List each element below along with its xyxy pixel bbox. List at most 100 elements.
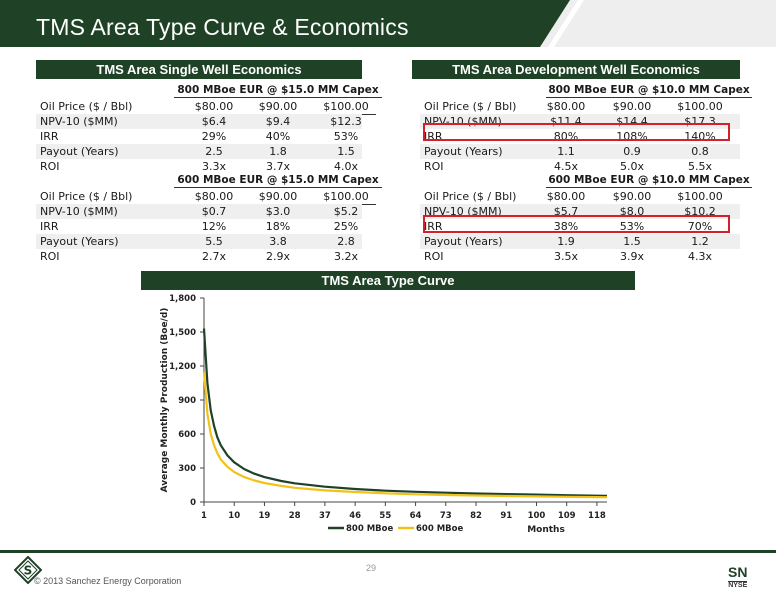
series-line-600-mboe xyxy=(202,371,608,499)
row-label: IRR xyxy=(424,220,443,233)
x-axis-label: Months xyxy=(527,525,565,535)
row-value: 18% xyxy=(265,220,291,233)
row-value: 40% xyxy=(265,130,291,143)
table-row: Oil Price ($ / Bbl) $80.00 $90.00 $100.00 xyxy=(36,99,376,115)
x-tick-label: 1 xyxy=(201,511,207,521)
row-value: 2.7x xyxy=(201,250,226,263)
row-value: 1.5 xyxy=(337,145,355,158)
row-label: Payout (Years) xyxy=(40,145,119,158)
row-value: 0.9 xyxy=(623,145,641,158)
single-well-panel-title: TMS Area Single Well Economics xyxy=(36,60,362,79)
row-value: 12% xyxy=(201,220,227,233)
table-row: Payout (Years) 1.1 0.9 0.8 xyxy=(420,144,740,159)
row-value: 4.5x xyxy=(553,160,578,173)
row-value: $5.7 xyxy=(553,205,579,218)
row-label: Payout (Years) xyxy=(424,235,503,248)
row-value: 4.3x xyxy=(687,250,712,263)
table-caption: 800 MBoe EUR @ $10.0 MM Capex xyxy=(546,84,752,98)
x-tick-label: 37 xyxy=(319,511,331,521)
economics-table: 800 MBoe EUR @ $15.0 MM Capex Oil Price (… xyxy=(36,84,382,174)
table-row: NPV-10 ($MM) $0.7 $3.0 $5.2 xyxy=(36,204,362,219)
row-value: 3.7x xyxy=(265,160,290,173)
row-value: 29% xyxy=(201,130,227,143)
x-tick-label: 46 xyxy=(349,511,361,521)
row-label: Oil Price ($ / Bbl) xyxy=(40,190,133,203)
row-value: $10.2 xyxy=(684,205,716,218)
page-title: TMS Area Type Curve & Economics xyxy=(36,14,409,40)
row-label: Oil Price ($ / Bbl) xyxy=(424,190,517,203)
row-label: Oil Price ($ / Bbl) xyxy=(424,100,517,113)
table-caption: 800 MBoe EUR @ $15.0 MM Capex xyxy=(174,84,382,98)
x-tick-label: 82 xyxy=(470,511,482,521)
table-row: IRR 38% 53% 70% xyxy=(420,219,740,234)
table-row: IRR 12% 18% 25% xyxy=(36,219,362,234)
irr-highlight-box-600 xyxy=(423,215,730,233)
x-tick-label: 73 xyxy=(440,511,452,521)
table-row: Oil Price ($ / Bbl) $80.00 $90.00 $100.00 xyxy=(36,189,376,205)
row-value: 5.5x xyxy=(687,160,712,173)
y-tick-label: 0 xyxy=(190,498,196,508)
row-value: $12.3 xyxy=(330,115,362,128)
row-label: NPV-10 ($MM) xyxy=(40,205,118,218)
legend-label: 600 MBoe xyxy=(416,524,463,534)
x-tick-label: 100 xyxy=(528,511,546,521)
row-value: $5.2 xyxy=(333,205,359,218)
table-caption: 600 MBoe EUR @ $10.0 MM Capex xyxy=(546,174,752,188)
economics-table: 600 MBoe EUR @ $10.0 MM Capex Oil Price (… xyxy=(420,174,752,264)
page-number: 29 xyxy=(366,563,377,573)
row-value: 1.5 xyxy=(623,235,641,248)
table-row: Payout (Years) 2.5 1.8 1.5 xyxy=(36,144,362,159)
series-line-800-mboe xyxy=(202,328,608,497)
y-tick-label: 1,500 xyxy=(169,328,196,338)
row-label: ROI xyxy=(424,160,444,173)
table-row: Payout (Years) 1.9 1.5 1.2 xyxy=(420,234,740,249)
ticker-logo: SN NYSE xyxy=(728,564,748,589)
copyright-text: © 2013 Sanchez Energy Corporation xyxy=(34,576,182,586)
row-label: ROI xyxy=(424,250,444,263)
row-value: 5.0x xyxy=(619,160,644,173)
y-tick-label: 1,800 xyxy=(169,294,196,304)
table-row: ROI 3.3x 3.7x 4.0x xyxy=(36,159,362,174)
x-tick-label: 55 xyxy=(379,511,391,521)
row-value: 3.9x xyxy=(619,250,644,263)
y-tick-label: 300 xyxy=(178,464,196,474)
economics-table: 600 MBoe EUR @ $15.0 MM Capex Oil Price (… xyxy=(36,174,382,264)
x-tick-label: 91 xyxy=(500,511,512,521)
row-value: 3.8 xyxy=(269,235,287,248)
x-tick-label: 118 xyxy=(588,511,606,521)
row-value: 25% xyxy=(333,220,359,233)
row-label: Payout (Years) xyxy=(424,145,503,158)
row-value: 1.2 xyxy=(691,235,709,248)
ticker-symbol: SN xyxy=(728,564,748,580)
x-tick-label: 10 xyxy=(228,511,240,521)
exchange-label: NYSE xyxy=(728,581,748,589)
y-tick-label: 1,200 xyxy=(169,362,196,372)
row-value: 2.5 xyxy=(205,145,223,158)
row-value: 53% xyxy=(333,130,359,143)
row-value: $9.4 xyxy=(265,115,291,128)
table-row: IRR 29% 40% 53% xyxy=(36,129,362,144)
row-label: ROI xyxy=(40,160,60,173)
logo-letter: S xyxy=(24,564,33,578)
row-value: 70% xyxy=(687,220,713,233)
row-label: ROI xyxy=(40,250,60,263)
sanchez-logo-icon: S xyxy=(14,556,42,584)
row-value: $6.4 xyxy=(201,115,227,128)
row-value: $8.0 xyxy=(619,205,645,218)
legend-label: 800 MBoe xyxy=(346,524,393,534)
row-value: 2.8 xyxy=(337,235,355,248)
x-tick-label: 64 xyxy=(410,511,422,521)
row-value: 2.9x xyxy=(265,250,290,263)
row-value: 1.8 xyxy=(269,145,287,158)
x-tick-label: 109 xyxy=(558,511,576,521)
type-curve-chart: 0 300 600 900 1,200 1,500 1,800 1 10 19 28 37 46 55 64… xyxy=(160,294,608,535)
y-tick-label: 600 xyxy=(178,430,196,440)
row-value: 53% xyxy=(619,220,645,233)
table-row: ROI 4.5x 5.0x 5.5x xyxy=(420,159,740,174)
row-label: NPV-10 ($MM) xyxy=(424,205,502,218)
header-stripe-decoration xyxy=(540,0,776,47)
table-row: ROI 3.5x 3.9x 4.3x xyxy=(420,249,740,264)
development-well-panel-title: TMS Area Development Well Economics xyxy=(412,60,740,79)
y-axis-label: Average Monthly Production (Boe/d) xyxy=(160,308,170,493)
table-caption: 600 MBoe EUR @ $15.0 MM Capex xyxy=(174,174,382,188)
